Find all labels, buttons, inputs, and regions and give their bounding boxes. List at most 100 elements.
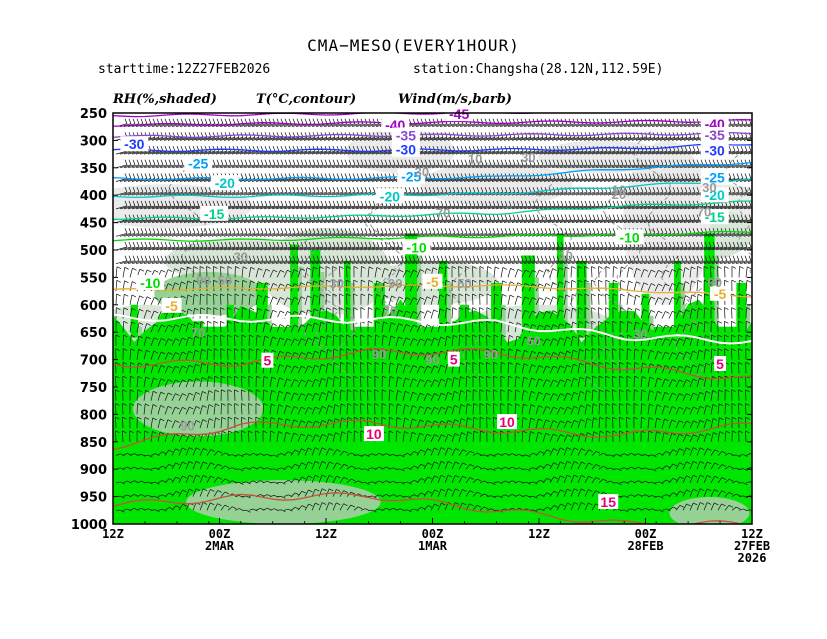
wind-barb-shaft — [443, 150, 456, 155]
wind-barb-shaft — [607, 150, 620, 155]
wind-barb-feather — [280, 145, 284, 152]
wind-barb-shaft — [739, 137, 752, 141]
wind-barb-shaft — [327, 137, 340, 141]
wind-barb-feather — [284, 187, 288, 193]
wind-barb-shaft — [435, 123, 448, 128]
wind-barb-feather — [676, 118, 680, 124]
wind-barb-shaft — [671, 123, 684, 128]
wind-barb-feather — [740, 173, 744, 179]
wind-barb-shaft — [603, 150, 616, 155]
wind-barb-feather — [616, 159, 620, 165]
wind-barb-feather — [520, 132, 524, 138]
wind-barb-shaft — [607, 164, 620, 169]
wind-barb-shaft — [503, 123, 516, 128]
wind-barb-shaft — [239, 150, 252, 155]
wind-barb-shaft — [567, 164, 580, 169]
wind-barb-shaft — [303, 178, 316, 182]
wind-barb-shaft — [563, 137, 576, 141]
wind-barb-shaft — [175, 137, 188, 141]
wind-barb-shaft — [127, 164, 140, 169]
wind-barb-feather — [757, 174, 759, 179]
wind-barb-feather — [364, 118, 368, 124]
wind-barb-shaft — [123, 191, 136, 196]
wind-barb-feather — [732, 173, 736, 179]
wind-barb-shaft — [311, 150, 324, 155]
wind-barb-feather — [328, 145, 332, 152]
wind-barb-feather — [584, 159, 588, 165]
wind-barb-feather — [248, 159, 252, 165]
wind-barb-shaft — [523, 164, 536, 169]
wind-barb-shaft — [287, 164, 300, 169]
wind-barb-feather — [256, 187, 260, 193]
wind-barb-shaft — [459, 164, 472, 169]
wind-barb-shaft — [527, 123, 540, 128]
wind-barb-shaft — [287, 150, 300, 155]
wind-barb-shaft — [399, 164, 412, 169]
wind-barb-shaft — [547, 150, 560, 155]
wind-barb-shaft — [663, 137, 676, 141]
wind-barb-shaft — [355, 164, 368, 169]
wind-barb-shaft — [643, 164, 656, 169]
wind-barb-shaft — [695, 164, 708, 169]
rh-moist-column-17 — [226, 304, 234, 338]
wind-barb-feather — [144, 118, 148, 124]
wind-barb-feather — [560, 173, 564, 179]
rh-contour-8 — [364, 200, 404, 312]
wind-barb-shaft — [651, 123, 664, 128]
station-info: station:Changsha(28.12N,112.59E) — [413, 62, 664, 77]
wind-barb-shaft — [559, 164, 572, 169]
wind-barb-feather — [572, 118, 576, 124]
wind-barb-shaft — [471, 150, 484, 155]
wind-barb-shaft — [463, 178, 476, 182]
wind-barb-shaft — [627, 178, 640, 182]
wind-barb-shaft — [439, 137, 452, 141]
wind-barb-feather — [616, 118, 620, 124]
wind-barb-shaft — [491, 150, 504, 155]
wind-barb-shaft — [247, 123, 260, 128]
wind-barb-shaft — [375, 137, 388, 141]
wind-barb-feather — [656, 159, 660, 165]
wind-barb-shaft — [539, 137, 552, 141]
wind-barb-feather — [320, 145, 324, 152]
wind-barb-feather — [144, 187, 148, 193]
wind-barb-feather — [448, 173, 452, 179]
wind-barb-shaft — [299, 191, 312, 196]
wind-barb-feather — [304, 187, 308, 193]
wind-barb-feather — [140, 118, 144, 124]
wind-barb-shaft — [555, 164, 568, 169]
wind-barb-shaft — [639, 178, 652, 182]
wind-barb-feather — [648, 173, 652, 179]
wind-barb-shaft — [675, 150, 688, 155]
wind-barb-shaft — [427, 137, 440, 141]
wind-barb-shaft — [255, 191, 268, 196]
wind-barb-shaft — [535, 123, 548, 128]
wind-barb-shaft — [583, 178, 596, 182]
wind-barb-feather — [652, 173, 656, 179]
wind-barb-shaft — [559, 178, 572, 182]
wind-barb-shaft — [591, 137, 604, 141]
wind-barb-shaft — [243, 191, 256, 196]
wind-barb-feather — [456, 159, 460, 165]
wind-barb-feather — [420, 159, 424, 165]
wind-barb-shaft — [231, 164, 244, 169]
wind-barb-feather — [408, 118, 412, 124]
wind-barb-feather — [568, 132, 572, 138]
wind-barb-shaft — [515, 150, 528, 155]
wind-barb-shaft — [467, 178, 480, 182]
wind-barb-feather — [480, 159, 484, 165]
wind-barb-feather — [220, 159, 224, 165]
wind-barb-shaft — [163, 137, 176, 141]
rh-column-edge-11 — [417, 255, 422, 338]
wind-barb-feather — [212, 159, 216, 165]
wind-barb-shaft — [615, 164, 628, 169]
wind-barb-shaft — [427, 164, 440, 169]
wind-barb-shaft — [739, 123, 752, 128]
wind-barb-shaft — [447, 123, 460, 128]
wind-barb-feather — [753, 187, 755, 192]
wind-barb-shaft — [463, 123, 476, 128]
wind-barb-shaft — [279, 150, 292, 155]
wind-barb-feather — [176, 187, 180, 193]
wind-barb-shaft — [583, 164, 596, 169]
wind-barb-shaft — [555, 123, 568, 128]
wind-barb-shaft — [571, 137, 584, 141]
